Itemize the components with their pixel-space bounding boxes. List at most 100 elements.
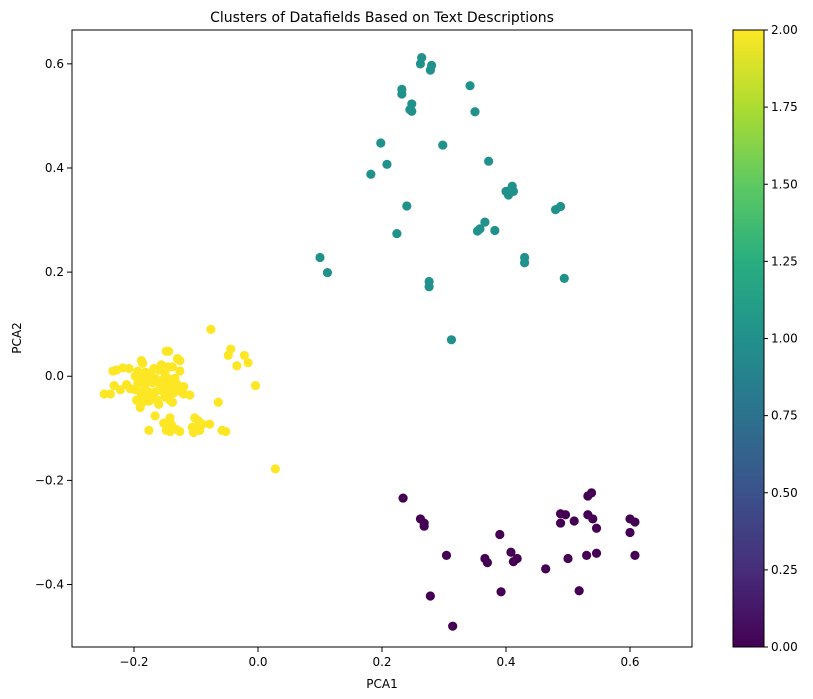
data-point-cluster-1	[415, 59, 426, 69]
data-point-cluster-2	[188, 427, 199, 438]
y-axis-label: PCA2	[10, 322, 24, 353]
data-point-cluster-1	[472, 226, 483, 236]
x-tick-label: 0.6	[620, 655, 639, 669]
data-point-cluster-0	[588, 514, 598, 524]
data-point-cluster-2	[175, 356, 185, 366]
y-tick-label: 0.2	[45, 265, 64, 279]
y-tick-label: 0.4	[45, 161, 64, 175]
y-tick-label: 0.0	[45, 369, 64, 383]
data-point-cluster-2	[206, 324, 216, 334]
colorbar-tick-label: 1.25	[771, 254, 798, 268]
data-point-cluster-2	[205, 419, 215, 429]
data-point-cluster-2	[115, 385, 125, 395]
data-point-cluster-0	[582, 550, 592, 560]
data-point-cluster-1	[446, 335, 457, 345]
data-point-cluster-2	[138, 358, 148, 368]
colorbar-tick-label: 0.00	[771, 640, 798, 654]
data-point-cluster-2	[105, 389, 116, 399]
x-tick-label: 0.2	[372, 655, 391, 669]
data-point-cluster-2	[243, 358, 253, 368]
x-axis: −0.2 0.0 0.2 0.4 0.6	[119, 647, 640, 669]
data-point-cluster-2	[150, 411, 160, 421]
colorbar-tick-label: 1.00	[771, 332, 798, 346]
data-point-cluster-0	[448, 621, 458, 631]
data-point-cluster-2	[164, 346, 174, 356]
data-point-cluster-0	[574, 586, 584, 596]
data-point-cluster-1	[425, 65, 435, 75]
data-point-cluster-0	[398, 493, 408, 503]
data-point-cluster-1	[559, 273, 569, 283]
data-point-cluster-1	[438, 140, 448, 150]
colorbar-tick-label: 2.00	[771, 23, 798, 37]
data-point-cluster-0	[630, 550, 640, 560]
data-point-cluster-1	[424, 282, 434, 292]
data-point-cluster-0	[508, 557, 519, 567]
data-point-cluster-2	[167, 362, 178, 372]
data-point-cluster-1	[551, 205, 561, 215]
data-point-cluster-1	[402, 201, 412, 211]
data-point-cluster-2	[124, 363, 134, 374]
data-point-cluster-1	[376, 138, 386, 148]
data-point-cluster-2	[185, 390, 195, 400]
data-point-cluster-2	[175, 366, 185, 376]
data-point-cluster-1	[366, 169, 376, 179]
data-point-cluster-2	[223, 350, 233, 361]
data-point-cluster-2	[140, 379, 150, 390]
data-point-cluster-0	[419, 521, 429, 531]
data-point-cluster-1	[503, 190, 514, 200]
data-point-cluster-2	[144, 396, 154, 406]
x-tick-label: 0.4	[496, 655, 515, 669]
data-point-cluster-0	[630, 517, 640, 527]
data-point-cluster-1	[322, 268, 333, 278]
colorbar-tick-label: 0.25	[771, 563, 798, 577]
data-point-cluster-2	[213, 397, 223, 407]
data-point-cluster-1	[465, 81, 475, 91]
data-point-cluster-0	[591, 548, 602, 558]
data-point-cluster-1	[397, 89, 407, 99]
data-point-cluster-0	[506, 547, 516, 557]
data-point-cluster-0	[560, 510, 571, 520]
data-point-cluster-1	[520, 258, 530, 268]
data-point-cluster-2	[167, 397, 178, 407]
y-axis: −0.4 −0.2 0.0 0.2 0.4 0.6	[35, 57, 72, 592]
x-tick-label: −0.2	[119, 655, 148, 669]
x-tick-label: 0.0	[248, 655, 267, 669]
data-point-cluster-2	[250, 381, 261, 391]
data-point-cluster-2	[270, 464, 280, 474]
data-point-cluster-2	[108, 366, 118, 376]
data-point-cluster-0	[555, 518, 566, 528]
data-point-cluster-2	[154, 399, 164, 409]
data-point-cluster-2	[165, 426, 175, 437]
colorbar: 0.00 0.25 0.50 0.75 1.00 1.25 1.50 1.75 2.00	[732, 23, 798, 654]
data-point-cluster-1	[484, 156, 494, 166]
y-tick-label: −0.2	[35, 473, 64, 487]
data-point-cluster-1	[407, 106, 417, 116]
data-point-cluster-2	[150, 387, 160, 397]
colorbar-tick-label: 0.75	[771, 409, 798, 423]
y-tick-label: −0.4	[35, 578, 64, 592]
data-point-cluster-0	[583, 491, 593, 501]
data-point-cluster-2	[232, 361, 242, 371]
points-layer	[99, 52, 640, 631]
data-point-cluster-0	[541, 564, 551, 574]
data-point-cluster-0	[425, 591, 435, 601]
data-point-cluster-0	[625, 527, 635, 538]
data-point-cluster-0	[441, 550, 452, 560]
colorbar-gradient	[732, 29, 765, 648]
data-point-cluster-0	[591, 523, 602, 533]
colorbar-tick-label: 0.50	[771, 486, 798, 500]
data-point-cluster-2	[135, 402, 145, 413]
data-point-cluster-2	[144, 425, 154, 435]
data-point-cluster-0	[482, 558, 492, 568]
colorbar-tick-label: 1.50	[771, 177, 798, 191]
colorbar-tick-label: 1.75	[771, 100, 798, 114]
chart-title: Clusters of Datafields Based on Text Des…	[210, 10, 554, 26]
data-point-cluster-1	[480, 217, 490, 227]
data-point-cluster-2	[175, 426, 185, 437]
y-tick-label: 0.6	[45, 57, 64, 71]
data-point-cluster-1	[382, 159, 392, 169]
data-point-cluster-2	[239, 350, 249, 361]
data-point-cluster-0	[563, 553, 573, 564]
data-point-cluster-2	[221, 426, 231, 437]
